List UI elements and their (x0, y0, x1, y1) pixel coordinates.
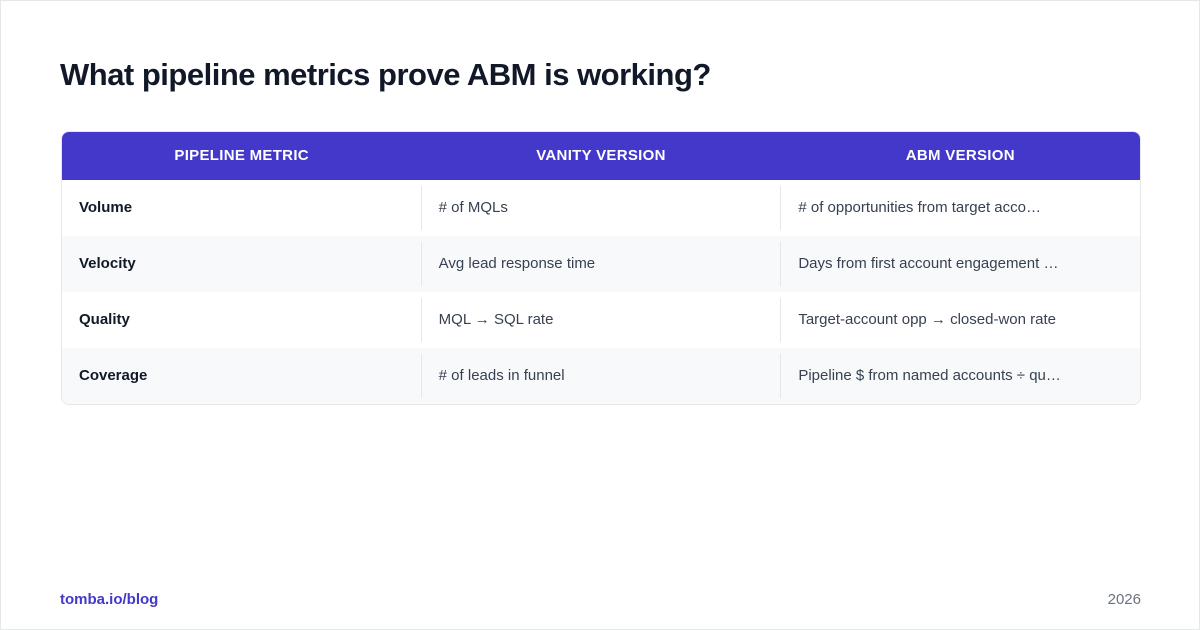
column-header: PIPELINE METRIC (174, 147, 309, 164)
table-cell: Coverage (79, 367, 148, 384)
table-cell: Target-account opp → closed-won rate (780, 298, 1140, 342)
table-row: Velocity Avg lead response time Days from … (62, 236, 1140, 292)
title: What pipeline metrics prove ABM is worki… (60, 57, 711, 92)
table-row: Volume # of MQLs # of opportunities from t… (62, 180, 1140, 236)
table-row: Coverage # of leads in funnel Pipeline $ f… (62, 348, 1140, 404)
table-cell: Quality (79, 311, 130, 328)
table: PIPELINE METRIC VANITY VERSION ABM VERSION… (61, 131, 1141, 405)
table-cell: Volume (79, 199, 133, 216)
table-cell: # of leads in funnel (420, 354, 781, 398)
table-cell: MQL → SQL rate (420, 298, 781, 342)
table-cell: Pipeline $ from named accounts ÷ qu… (780, 354, 1140, 398)
table-cell: Avg lead response time (420, 242, 781, 286)
source-link[interactable]: tomba.io/blog (60, 591, 159, 608)
column-header: ABM VERSION (905, 147, 1015, 164)
year: 2026 (1107, 591, 1141, 608)
table-header: PIPELINE METRIC VANITY VERSION ABM VERSION (62, 132, 1140, 180)
table-cell: Days from first account engagement … (780, 242, 1140, 286)
column-header: VANITY VERSION (536, 147, 666, 164)
table-cell: # of opportunities from target acco… (780, 186, 1140, 230)
table-cell: Velocity (79, 255, 136, 272)
table-row: Quality MQL → SQL rate Target-account opp … (62, 292, 1140, 348)
table-cell: # of MQLs (420, 186, 781, 230)
